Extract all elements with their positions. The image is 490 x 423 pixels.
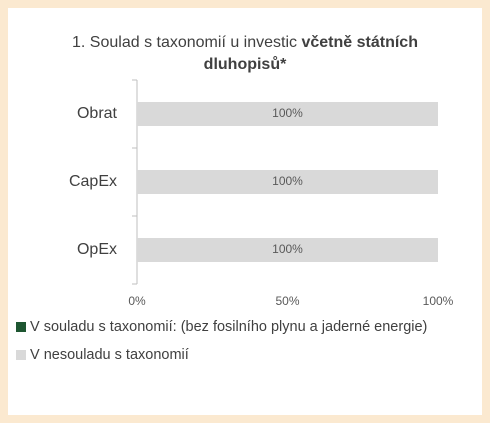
legend-label: V nesouladu s taxonomií [30,347,189,363]
chart-panel [8,8,482,415]
bar-segment [137,238,438,262]
category-label cat: CapEx [69,173,117,190]
bar-segment [137,102,438,126]
legend-label: V souladu s taxonomií: (bez fosilního pl… [30,319,428,335]
legend: V souladu s taxonomií: (bez fosilního pl… [16,316,466,372]
bar-segment [137,170,438,194]
title-bold: včetně státních dluhopisů* [203,34,418,73]
legend-item: V souladu s taxonomií: (bez fosilního pl… [16,316,466,338]
category-label cat: OpEx [77,241,117,258]
legend-swatch [16,350,26,360]
data-label: 100% [272,242,303,256]
title-regular: 1. Soulad s taxonomií u investic [72,34,298,51]
data-label: 100% [272,174,303,188]
x-tick-label: 0% [128,294,146,308]
legend-item: V nesouladu s taxonomií [16,344,466,366]
chart-title: 1. Soulad s taxonomií u investic včetně … [70,32,420,76]
legend-swatch [16,322,26,332]
data-label: 100% [272,106,303,120]
x-tick-label: 100% [423,294,454,308]
category-label cat: Obrat [77,105,118,122]
x-tick-label: 50% [275,294,299,308]
